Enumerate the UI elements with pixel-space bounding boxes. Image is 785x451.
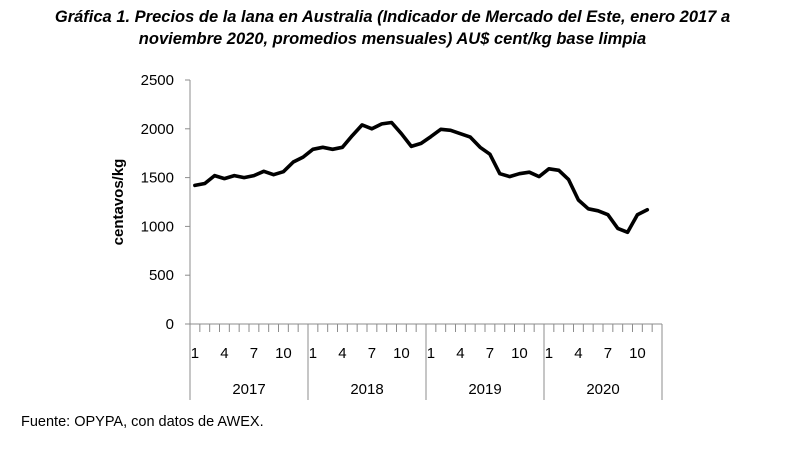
chart-title: Gráfica 1. Precios de la lana en Austral… bbox=[0, 6, 785, 50]
price-data-point bbox=[213, 174, 216, 177]
price-data-point bbox=[292, 160, 295, 164]
price-data-point bbox=[351, 134, 354, 137]
price-data-point bbox=[567, 178, 570, 181]
x-month-label: 4 bbox=[456, 345, 464, 362]
price-data-point bbox=[528, 171, 531, 174]
x-month-label: 4 bbox=[574, 345, 582, 362]
price-data-point bbox=[282, 170, 285, 173]
price-data-point bbox=[252, 174, 256, 177]
x-month-label: 7 bbox=[250, 345, 258, 362]
y-axis-label: centavos/kg bbox=[110, 159, 127, 246]
y-tick-label: 2000 bbox=[141, 121, 174, 138]
source-note: Fuente: OPYPA, con datos de AWEX. bbox=[21, 414, 264, 430]
x-month-label: 10 bbox=[393, 345, 410, 362]
price-data-point bbox=[360, 123, 364, 127]
price-data-point bbox=[606, 213, 610, 216]
price-data-point bbox=[577, 198, 580, 202]
price-data-point bbox=[331, 148, 334, 151]
price-data-point bbox=[498, 172, 501, 175]
y-tick-label: 1500 bbox=[141, 170, 174, 187]
price-data-point bbox=[636, 213, 639, 216]
price-data-point bbox=[380, 122, 383, 126]
x-month-label: 1 bbox=[309, 345, 317, 362]
price-data-point bbox=[341, 146, 344, 149]
price-data-point bbox=[439, 128, 442, 131]
x-month-label: 4 bbox=[220, 345, 228, 362]
price-data-point bbox=[370, 127, 374, 130]
price-data-point bbox=[262, 170, 265, 173]
price-data-point bbox=[587, 207, 590, 210]
price-data-point bbox=[223, 177, 226, 180]
price-data-point bbox=[321, 146, 324, 149]
chart-plot-area bbox=[193, 120, 650, 235]
price-data-point bbox=[449, 129, 452, 132]
price-data-point bbox=[233, 174, 236, 177]
price-data-point bbox=[400, 132, 403, 135]
price-data-point bbox=[616, 227, 619, 230]
price-series-line bbox=[193, 120, 650, 235]
x-year-label: 2019 bbox=[468, 381, 501, 398]
price-data-point bbox=[518, 172, 521, 175]
price-data-point bbox=[459, 132, 462, 135]
y-tick-label: 500 bbox=[149, 267, 174, 284]
price-data-point bbox=[508, 175, 511, 178]
price-data-point bbox=[390, 121, 393, 124]
x-month-label: 7 bbox=[486, 345, 494, 362]
price-data-point bbox=[478, 146, 482, 149]
y-tick-label: 1000 bbox=[141, 218, 174, 235]
x-month-label: 1 bbox=[427, 345, 435, 362]
price-data-point bbox=[626, 231, 629, 234]
y-tick-label: 2500 bbox=[141, 72, 174, 89]
price-data-point bbox=[469, 135, 472, 139]
price-data-point bbox=[410, 145, 413, 148]
x-month-label: 10 bbox=[629, 345, 646, 362]
x-year-label: 2020 bbox=[586, 381, 619, 398]
price-data-point bbox=[311, 148, 315, 151]
x-month-label: 4 bbox=[338, 345, 346, 362]
x-year-label: 2018 bbox=[350, 381, 383, 398]
x-month-label: 7 bbox=[368, 345, 376, 362]
x-month-label: 1 bbox=[545, 345, 553, 362]
y-tick-label: 0 bbox=[166, 316, 174, 333]
chart-title-line-2: noviembre 2020, promedios mensuales) AU$… bbox=[138, 30, 647, 48]
price-data-point bbox=[272, 173, 275, 176]
x-month-label: 1 bbox=[191, 345, 199, 362]
price-data-point bbox=[596, 209, 600, 212]
price-data-point bbox=[557, 169, 560, 172]
price-data-point bbox=[537, 175, 541, 178]
x-month-label: 7 bbox=[604, 345, 612, 362]
price-data-point bbox=[301, 155, 305, 159]
chart-axes: 0 500 1000 1500 2000 2500 centavos/kg 2017 1 4 7 10… bbox=[110, 72, 663, 400]
price-data-point bbox=[193, 184, 197, 187]
price-data-point bbox=[488, 153, 492, 156]
price-data-point bbox=[429, 135, 433, 138]
price-data-point bbox=[242, 176, 246, 179]
chart-title-line-1: Gráfica 1. Precios de la lana en Austral… bbox=[54, 8, 731, 26]
x-month-label: 10 bbox=[275, 345, 292, 362]
price-data-point bbox=[419, 142, 423, 145]
price-data-point bbox=[203, 182, 206, 185]
price-data-point bbox=[646, 208, 649, 211]
price-data-point bbox=[547, 167, 551, 170]
x-year-label: 2017 bbox=[232, 381, 265, 398]
x-month-label: 10 bbox=[511, 345, 528, 362]
